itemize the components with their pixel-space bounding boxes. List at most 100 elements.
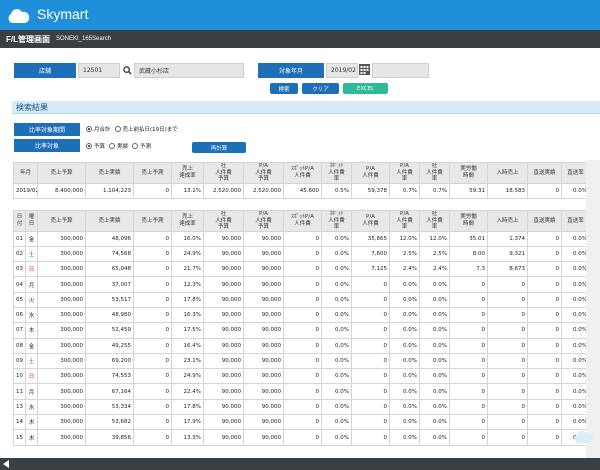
table-cell: 7,125 <box>351 261 390 278</box>
table-cell: 0 <box>487 291 528 308</box>
day-cell: 07 <box>13 322 26 339</box>
table-cell: 90,000 <box>243 306 284 324</box>
table-cell: 300,000 <box>37 245 86 263</box>
table-cell: 2.4% <box>419 261 450 278</box>
table-cell: 90,000 <box>243 322 284 339</box>
summary-header-cell: 年月 <box>13 162 38 184</box>
summary-header-row: 年月 売上予算 売上実績 売上予測 売上 達成率社人件費 予算 P/A 人件費 予算 ｽﾎﾟｯﾄP/… <box>13 162 590 184</box>
search-icon[interactable] <box>121 63 133 78</box>
table-cell: 48,096 <box>85 230 134 247</box>
table-cell: 0 <box>487 398 528 416</box>
table-cell: 0 <box>527 261 562 278</box>
table-cell: 0 <box>351 291 390 308</box>
table-cell: 0.0% <box>419 414 450 431</box>
table-row: 02 土 300,000 74,568 0 24.9% 90,000 90,000 0 0.0% 7… <box>13 245 590 263</box>
daily-header-cell: P/A 人件費 <box>351 210 390 232</box>
period-until-label: 売上前払日(19日)まで <box>122 127 178 133</box>
table-row: 15 木 300,000 39,856 0 13.3% 90,000 90,000 0 0.0% 0… <box>13 429 590 446</box>
daily-table: 日付曜日売上予算 売上実績 売上予測 売上 達成率社人件費 予算 P/A 人件費 予算 ｽﾎﾟｯﾄ… <box>13 210 590 446</box>
table-cell: 90,000 <box>203 245 244 263</box>
table-cell: 300,000 <box>37 352 86 370</box>
daily-header-cell: P/A 人件費 予算 <box>243 210 284 232</box>
radio-icon <box>114 126 121 132</box>
table-cell: 0.0% <box>321 245 352 263</box>
table-cell: 0 <box>283 352 322 370</box>
table-cell: 90,000 <box>243 291 284 308</box>
summary-data-row: 2019/02 8,400,000 1,104,223 0 13.1% 2,520,000… <box>13 182 590 199</box>
table-cell: 0 <box>133 276 172 293</box>
summary-header-cell: 直送実績 <box>527 162 562 184</box>
period-label: 比率対象期間 <box>14 123 80 136</box>
summary-cell: 0 <box>133 182 172 199</box>
table-cell: 90,000 <box>243 352 284 370</box>
table-cell: 0 <box>449 398 488 416</box>
radio-icon <box>109 143 116 149</box>
compare-budget-option[interactable]: 予算 <box>86 142 105 150</box>
daily-header-cell: 売上予算 <box>37 210 86 232</box>
table-row: 13 水 300,000 53,334 0 17.8% 90,000 90,000 0 0.0% 0… <box>13 398 590 416</box>
daily-header-cell: ｽﾎﾟｯﾄ 人件費率 <box>321 210 352 232</box>
clear-button[interactable]: クリア <box>302 83 339 94</box>
table-cell: 67,164 <box>85 383 134 400</box>
table-cell: 65,048 <box>85 261 134 278</box>
table-row: 03 日 300,000 65,048 0 21.7% 90,000 90,000 0 0.0% 7… <box>13 261 590 278</box>
table-row: 05 火 300,000 53,517 0 17.8% 90,000 90,000 0 0.0% 0… <box>13 291 590 308</box>
results-section-title: 検索結果 <box>12 101 600 114</box>
weekday-cell: 木 <box>25 322 38 339</box>
table-cell: 8.00 <box>449 245 488 263</box>
table-cell: 0.0% <box>321 230 352 247</box>
table-cell: 22.4% <box>171 383 204 400</box>
compare-forecast-option[interactable]: 予測 <box>132 142 151 150</box>
table-cell: 0 <box>487 337 528 354</box>
app-header: Skymart <box>0 0 600 30</box>
table-cell: 0 <box>449 291 488 308</box>
weekday-cell: 火 <box>25 291 38 308</box>
day-cell: 14 <box>13 414 26 431</box>
summary-cell: 45,600 <box>283 182 322 199</box>
recalc-button[interactable]: 再計算 <box>192 142 246 153</box>
search-button[interactable]: 検索 <box>270 83 298 94</box>
compare-actual-option[interactable]: 実績 <box>109 142 128 150</box>
vertical-scrollbar[interactable] <box>586 160 600 460</box>
table-cell: 49,255 <box>85 337 134 354</box>
table-cell: 0.0% <box>321 322 352 339</box>
table-cell: 0 <box>283 429 322 446</box>
table-cell: 0.0% <box>389 398 420 416</box>
daily-header-cell: 社人件費率 <box>419 210 450 232</box>
period-until-option[interactable]: 売上前払日(19日)まで <box>114 125 178 133</box>
table-cell: 0 <box>351 337 390 354</box>
table-cell: 0 <box>487 429 528 446</box>
month-field[interactable]: 2019/02 <box>326 63 358 78</box>
table-cell: 74,568 <box>85 245 134 263</box>
day-cell: 03 <box>13 261 26 278</box>
table-cell: 1,374 <box>487 230 528 247</box>
calendar-icon[interactable] <box>359 64 371 77</box>
table-cell: 0 <box>351 398 390 416</box>
table-cell: 0 <box>527 322 562 339</box>
store-code-field[interactable]: 12501 <box>78 63 120 78</box>
table-cell: 0.0% <box>419 337 450 354</box>
table-cell: 16.4% <box>171 337 204 354</box>
month-extra-field <box>372 63 429 78</box>
table-cell: 0.0% <box>321 368 352 385</box>
day-cell: 06 <box>13 306 26 324</box>
summary-header-cell: 売上予測 <box>133 162 172 184</box>
excel-button[interactable]: EXCEL <box>343 83 388 94</box>
scroll-left-icon[interactable] <box>3 460 9 468</box>
weekday-cell: 水 <box>25 398 38 416</box>
table-cell: 0 <box>283 245 322 263</box>
table-cell: 0 <box>487 322 528 339</box>
table-cell: 0 <box>133 230 172 247</box>
table-cell: 13.3% <box>171 429 204 446</box>
daily-header-cell: P/A 人件費率 <box>389 210 420 232</box>
table-cell: 16.0% <box>171 230 204 247</box>
table-cell: 0.0% <box>419 368 450 385</box>
table-cell: 0.0% <box>321 383 352 400</box>
period-monthly-option[interactable]: 月合計 <box>86 125 111 133</box>
table-cell: 0 <box>133 291 172 308</box>
table-cell: 90,000 <box>203 230 244 247</box>
summary-cell: 0.7% <box>389 182 420 199</box>
table-cell: 300,000 <box>37 230 86 247</box>
table-cell: 0 <box>487 368 528 385</box>
table-cell: 90,000 <box>243 383 284 400</box>
